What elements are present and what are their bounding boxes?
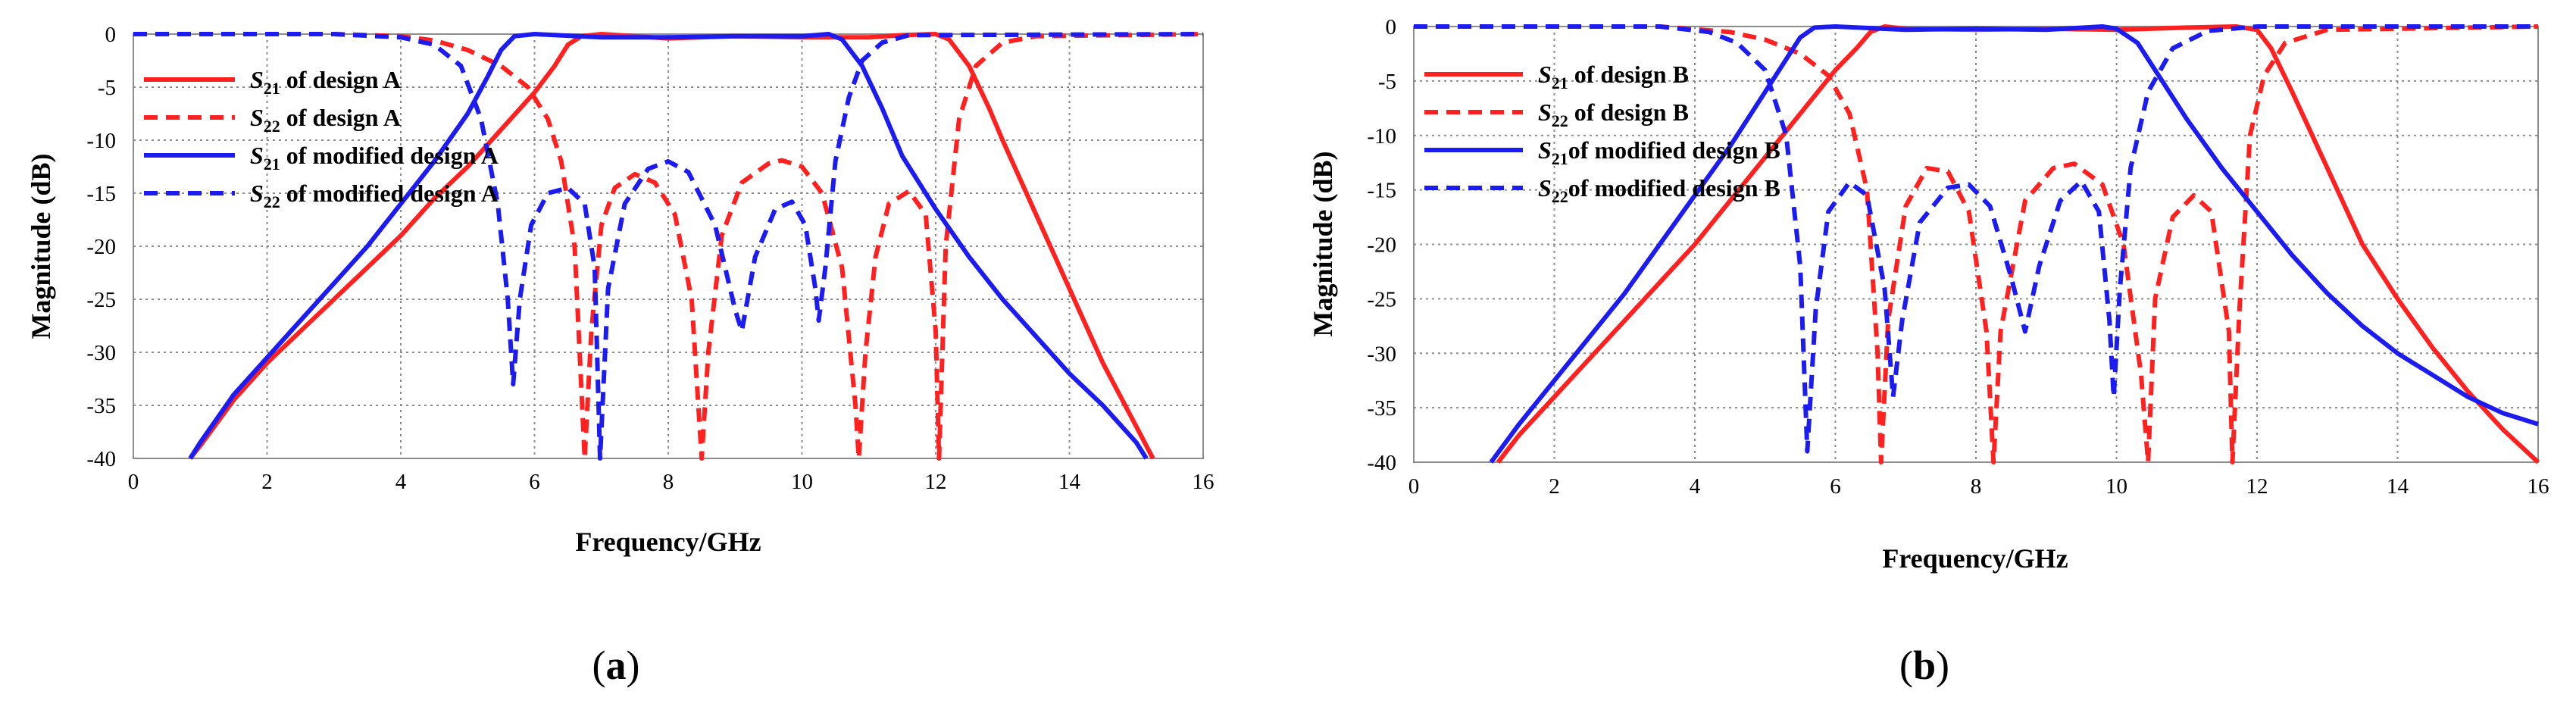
legend-rest: of design B [1568, 61, 1689, 88]
ticks-b: 0 2 4 6 8 10 12 14 16 0 -5 -10 -15 -20 -25 -30 -35 -40 [1367, 15, 2549, 499]
legend-subscript: 22 [264, 117, 280, 136]
x-tick-label: 8 [1971, 474, 1982, 499]
y-tick-label: -15 [86, 182, 116, 206]
series-b [1414, 24, 2540, 464]
y-tick-label: -30 [1367, 342, 1396, 366]
series-a [133, 32, 1204, 461]
series-line-a-2 [188, 32, 1149, 460]
x-tick-label: 0 [128, 470, 139, 494]
legend-symbol: S [250, 104, 264, 131]
y-tick-label: -10 [86, 129, 116, 153]
x-tick-label: 16 [2528, 474, 2549, 499]
legend-symbol: S [1538, 174, 1552, 202]
y-tick-label: -20 [1367, 233, 1396, 258]
legend-label: S21of modified design B [1538, 136, 1780, 168]
legend-label: S22 of modified design A [250, 180, 499, 211]
x-tick-label: 6 [529, 470, 540, 494]
legend-subscript: 21 [1552, 73, 1568, 92]
x-tick-label: 2 [261, 470, 273, 494]
y-tick-label: -40 [86, 447, 116, 471]
legend-subscript: 22 [1552, 111, 1568, 130]
legend-label: S22 of design B [1538, 99, 1689, 130]
series-line-a-3 [133, 32, 1204, 461]
x-axis-label-a: Frequency/GHz [575, 527, 761, 557]
legend-subscript: 21 [1552, 149, 1568, 168]
legend-subscript: 22 [1552, 187, 1568, 206]
x-axis-label-b: Frequency/GHz [1882, 543, 2068, 574]
caption-letter-a: a [606, 643, 627, 688]
y-tick-label: -20 [86, 235, 116, 259]
y-tick-label: 0 [105, 23, 117, 47]
x-tick-label: 6 [1830, 474, 1841, 499]
legend-symbol: S [1538, 61, 1552, 88]
y-tick-label: -25 [1367, 287, 1396, 311]
x-tick-label: 14 [2387, 474, 2409, 499]
y-tick-label: -5 [98, 76, 116, 100]
legend-symbol: S [250, 66, 264, 93]
legend-rest: of design A [280, 66, 401, 93]
series-line-b-3 [1414, 24, 2538, 454]
legend-symbol: S [1538, 136, 1552, 164]
series-line-a-0 [188, 32, 1155, 460]
x-tick-label: 0 [1408, 474, 1420, 499]
x-tick-label: 8 [663, 470, 674, 494]
caption-letter-b: b [1913, 643, 1936, 688]
ticks-a: 0 2 4 6 8 10 12 14 16 0 -5 -10 -15 -20 -25 -30 -35 -40 [86, 23, 1214, 494]
x-tick-label: 14 [1058, 470, 1081, 494]
x-tick-label: 10 [2106, 474, 2127, 499]
caption-b: (b) [1899, 643, 1949, 688]
y-tick-label: -15 [1367, 179, 1396, 203]
series-line-b-1 [1414, 24, 2539, 464]
legend-label: S21 of design A [250, 66, 401, 98]
legend-subscript: 21 [264, 155, 280, 174]
legend-symbol: S [1538, 99, 1552, 126]
y-tick-label: -30 [86, 341, 116, 365]
y-tick-label: 0 [1386, 15, 1397, 39]
y-tick-label: -5 [1378, 70, 1396, 94]
legend-label: S22 of design A [250, 104, 401, 136]
chart-panel-b: 0 2 4 6 8 10 12 14 160-5-10-15-20-25-30-35-40 S2… [1308, 15, 2549, 688]
legend-subscript: 21 [264, 79, 280, 98]
y-tick-label: -25 [86, 288, 116, 312]
legend-label: S21 of modified design A [250, 142, 499, 174]
legend-label: S22of modified design B [1538, 174, 1780, 206]
legend-rest: of design B [1568, 99, 1689, 126]
y-axis-label-a: Magnitude (dB) [26, 153, 56, 339]
x-tick-label: 4 [1690, 474, 1701, 499]
plot-frame-a [133, 33, 1204, 459]
legend-rest: of modified design A [280, 142, 499, 169]
y-axis-label-b: Magnitude (dB) [1308, 151, 1338, 336]
x-tick-label: 10 [791, 470, 813, 494]
legend-rest: of design A [280, 104, 401, 131]
x-tick-label: 12 [925, 470, 947, 494]
legend-symbol: S [250, 180, 264, 207]
y-tick-label: -40 [1367, 451, 1396, 475]
y-tick-label: -10 [1367, 124, 1396, 149]
legend-subscript: 22 [264, 192, 280, 211]
series-line-a-1 [133, 32, 1204, 461]
legend-rest: of modified design B [1568, 174, 1780, 202]
x-tick-label: 2 [1549, 474, 1560, 499]
caption-a: (a) [592, 643, 640, 688]
grid-a [133, 34, 1203, 458]
y-tick-label: -35 [86, 394, 116, 418]
x-tick-label: 12 [2246, 474, 2268, 499]
legend-rest: of modified design A [280, 180, 499, 207]
x-tick-label: 4 [395, 470, 407, 494]
legend-label: S21 of design B [1538, 61, 1689, 92]
series-line-b-2 [1489, 24, 2539, 464]
y-tick-label: -35 [1367, 396, 1396, 421]
legend-symbol: S [250, 142, 264, 169]
x-tick-label: 16 [1193, 470, 1215, 494]
legend-rest: of modified design B [1568, 136, 1780, 164]
chart-panel-a: 0 2 4 6 8 10 12 14 160-5-10-15-20-25-30-35-40 S2… [26, 23, 1215, 688]
